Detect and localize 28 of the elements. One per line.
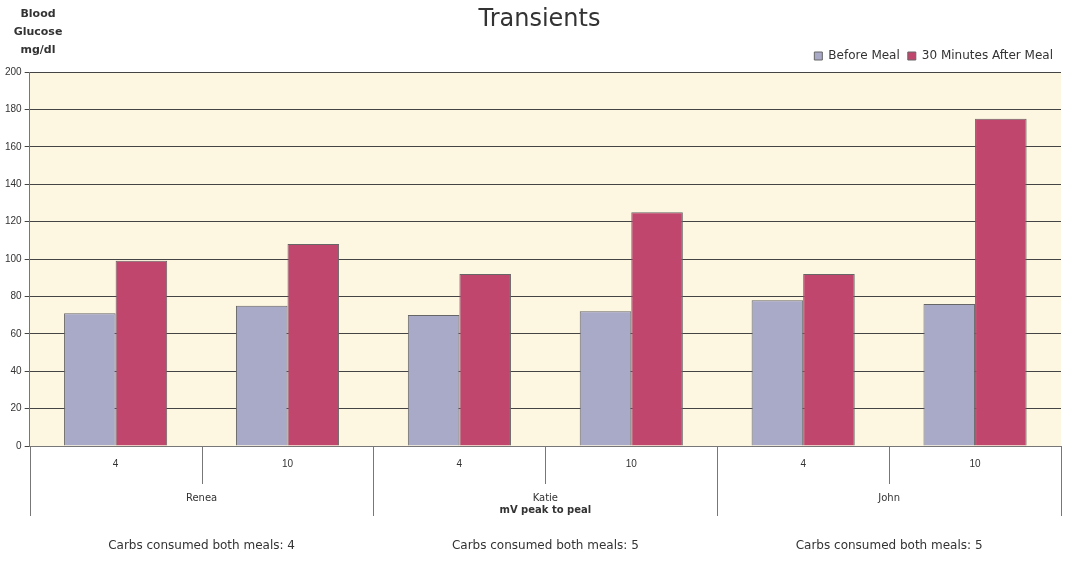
y-tick-label: 200: [5, 65, 23, 77]
text: Carbs consumed both meals: 5: [451, 538, 639, 553]
text: Katie: [532, 491, 559, 503]
y-axis-title: Blood Glucose mg/dl: [13, 6, 63, 56]
x-tick-label: 4: [800, 457, 807, 469]
text: Renea: [185, 491, 218, 503]
y-tick-label: 180: [5, 103, 23, 115]
x-tick-label: 10: [281, 457, 294, 469]
x-axis-title: mV peak to peal: [499, 503, 592, 515]
x-tick-label: 4: [112, 457, 119, 469]
x-tick-label: 4: [456, 457, 463, 469]
y-tick-label: 140: [5, 177, 23, 189]
x-tick-label: 10: [625, 457, 638, 469]
chart-title: Transients: [477, 4, 601, 33]
y-tick-label: 100: [5, 252, 23, 264]
x-tick-label: 10: [969, 457, 982, 469]
y-tick-label: 60: [10, 327, 23, 339]
y-tick-label: 160: [5, 140, 23, 152]
legend-label: Before Meal: [828, 48, 900, 63]
text: Carbs consumed both meals: 5: [795, 538, 983, 553]
y-tick-label: 120: [5, 215, 23, 227]
y-tick-label: 20: [10, 402, 23, 414]
y-tick-label: 40: [10, 364, 23, 376]
legend-label: 30 Minutes After Meal: [921, 48, 1054, 63]
y-tick-label: 0: [16, 439, 23, 451]
text: John: [877, 491, 900, 503]
text: Carbs consumed both meals: 4: [108, 538, 295, 553]
y-tick-label: 80: [10, 290, 23, 302]
